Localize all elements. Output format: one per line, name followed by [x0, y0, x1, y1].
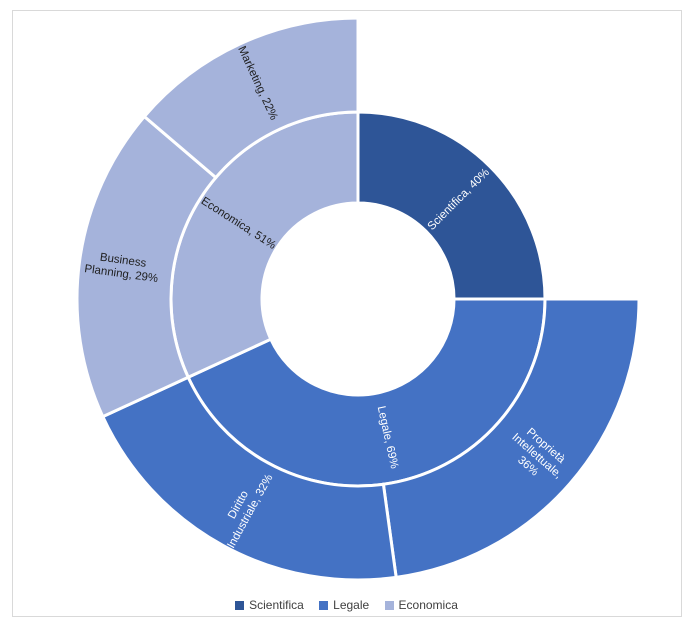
legend-label-economica: Economica [398, 598, 458, 612]
chart-legend: Scientifica Legale Economica [0, 598, 693, 612]
legend-swatch-scientifica [235, 601, 245, 610]
legend-label-scientifica: Scientifica [249, 598, 304, 612]
segment-scientifica [356, 110, 547, 301]
legend-swatch-legale [319, 601, 329, 610]
legend-swatch-economica [384, 601, 394, 610]
segment-diritto-industriale [100, 375, 398, 582]
segment-proprieta-intellettuale [381, 297, 641, 580]
legend-item-scientifica: Scientifica [235, 598, 304, 612]
legend-item-economica: Economica [384, 598, 458, 612]
legend-label-legale: Legale [333, 598, 370, 612]
segment-marketing [142, 16, 360, 180]
legend-item-legale: Legale [319, 598, 369, 612]
